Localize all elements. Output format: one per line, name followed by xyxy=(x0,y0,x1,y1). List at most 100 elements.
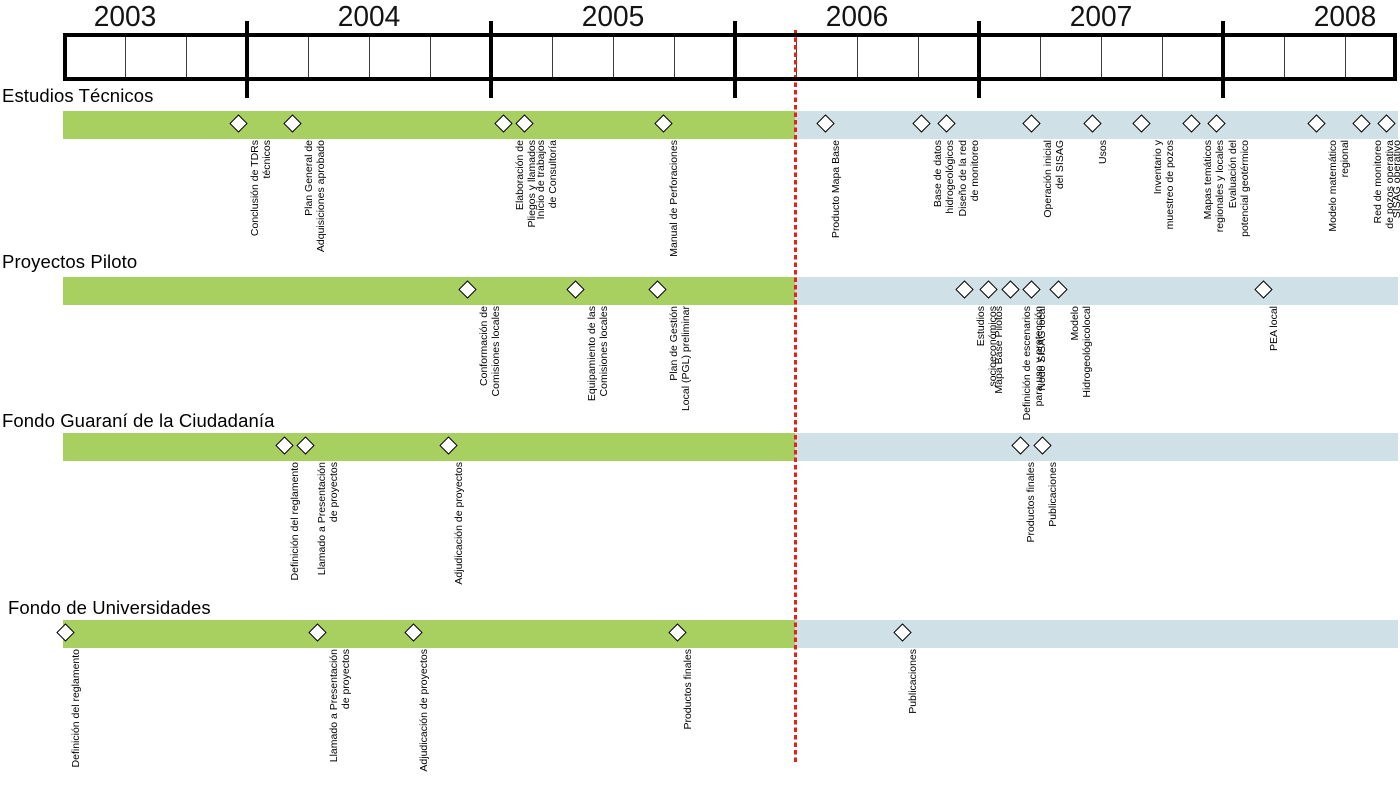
quarter-tick xyxy=(1162,37,1163,77)
quarter-tick xyxy=(1040,37,1041,77)
milestone-label-line: Base de datos xyxy=(931,140,944,208)
milestone-label-line: Nodo SISAG local xyxy=(1035,306,1048,391)
quarter-tick xyxy=(125,37,126,77)
current-date-marker-line xyxy=(794,30,797,765)
quarter-tick xyxy=(1101,37,1102,77)
row-title-fondo-guarani-ciudadania: Fondo Guaraní de la Ciudadanía xyxy=(2,410,275,431)
row-title-estudios-tecnicos: Estudios Técnicos xyxy=(2,85,154,106)
milestone-label: Inicio de trabajos de Consultoría xyxy=(534,140,559,310)
milestone-label-line: Operación inicial xyxy=(1041,140,1054,218)
milestone-label-line: Diseño de la red xyxy=(956,140,969,217)
year-separator xyxy=(489,21,493,98)
milestone-label-line: Hidrogeológicolocal xyxy=(1080,306,1092,398)
milestone-label-line: Adjudicación de proyectos xyxy=(417,649,430,772)
milestone-label: Modelo matemático regional xyxy=(1326,140,1351,310)
milestone-label-line: Mapa Base Pilotos xyxy=(992,306,1005,394)
milestone-label-line: Evaluación del xyxy=(1226,140,1239,209)
milestone-label: Adjudicación de proyectos xyxy=(417,649,431,785)
milestone-label: Conformación de Comisiones locales xyxy=(478,306,502,476)
milestone-label-line: Red de monitoreo xyxy=(1371,140,1384,224)
milestone-label-line: Plan General de xyxy=(302,140,315,216)
year-separator xyxy=(245,21,249,98)
milestone-label: Llamado a Presentación de proyectos xyxy=(316,462,340,632)
milestone-label-line: Inventario y xyxy=(1151,140,1164,195)
milestone-label-line: Llamado a Presentación xyxy=(327,649,340,763)
milestone-label: Operación inicial del SISAG xyxy=(1041,140,1066,310)
milestone-label-line: Inicio de trabajos xyxy=(534,140,547,220)
year-label-2008: 2008 xyxy=(1313,1,1377,33)
milestone-label-line: Definición de escenarios xyxy=(1020,306,1033,421)
milestone-label-line: Comisiones locales xyxy=(489,306,501,397)
milestone-label-line: PEA local xyxy=(1267,306,1280,351)
quarter-tick xyxy=(430,37,431,77)
milestone-label-line: Conclusión de TDRs xyxy=(248,140,261,237)
milestone-label-line: Productos finales xyxy=(1024,462,1037,543)
year-label-2007: 2007 xyxy=(1069,1,1133,33)
milestone-label: PEA local xyxy=(1267,306,1281,476)
milestone-label-line: SISAG operativo xyxy=(1390,140,1400,219)
milestone-label-line: del SISAG xyxy=(1053,140,1065,190)
milestone-label: Producto Mapa Base xyxy=(830,140,843,310)
milestone-label: Publicaciones xyxy=(1046,462,1060,632)
milestone-label-line: Manual de Perforaciones xyxy=(667,140,680,257)
milestone-label-line: Adjudicación de proyectos xyxy=(452,462,465,585)
milestone-label-line: regional xyxy=(1338,140,1350,178)
phase-bar-completed xyxy=(63,433,795,461)
year-label-2005: 2005 xyxy=(581,1,645,33)
year-separator xyxy=(733,21,737,98)
milestone-label: Adjudicación de proyectos xyxy=(452,462,466,632)
milestone-label: Base de datos hidrogeológicos xyxy=(931,140,956,310)
milestone-label-line: Elaboración de xyxy=(513,140,526,211)
milestone-label: Definición del reglamento xyxy=(288,462,302,632)
milestone-label: Mapa Base Pilotos xyxy=(992,306,1006,476)
quarter-tick xyxy=(1284,37,1285,77)
quarter-tick xyxy=(857,37,858,77)
milestone-label-line: Definición del reglamento xyxy=(69,649,82,768)
year-label-2004: 2004 xyxy=(337,1,401,33)
milestone-label: Publicaciones xyxy=(906,649,920,785)
milestone-label-line: Modelo matemático xyxy=(1326,140,1339,232)
milestone-label-line: de proyectos xyxy=(339,649,351,710)
quarter-tick xyxy=(552,37,553,77)
quarter-tick xyxy=(1345,37,1346,77)
milestone-label-line: muestreo de pozos xyxy=(1163,140,1175,230)
milestone-label-line: Productos finales xyxy=(681,649,694,730)
milestone-label-line: Estudios xyxy=(974,306,987,347)
milestone-label: Conclusión de TDRs técnicos xyxy=(248,140,273,310)
milestone-label-line: potencial geotérmico xyxy=(1238,140,1250,237)
milestone-label-line: de monitoreo xyxy=(968,140,980,202)
milestone-label-line: técnicos xyxy=(260,140,272,179)
phase-bar-completed xyxy=(63,277,795,305)
phase-bar-planned xyxy=(795,433,1398,461)
milestone-label-line: de Consultoría xyxy=(546,140,558,209)
milestone-label: Nodo SISAG local xyxy=(1035,306,1049,476)
milestone-label: Plan General de Adquisiciones aprobado xyxy=(302,140,327,310)
quarter-tick xyxy=(918,37,919,77)
milestone-label-line: Modelo xyxy=(1068,306,1081,341)
milestone-label: Plan de Gestión Local (PGL) preliminar xyxy=(667,306,692,476)
year-label-2006: 2006 xyxy=(825,1,889,33)
quarter-tick xyxy=(308,37,309,77)
milestone-label-line: Publicaciones xyxy=(906,649,919,714)
phase-bar-completed xyxy=(63,111,795,139)
milestone-label: Evaluación del potencial geotérmico xyxy=(1226,140,1251,310)
milestone-label-line: Equipamiento de las xyxy=(585,306,598,402)
milestone-label: Usos xyxy=(1096,140,1110,310)
milestone-label: Manual de Perforaciones xyxy=(667,140,681,310)
year-separator xyxy=(977,21,981,98)
milestone-label-line: Plan de Gestión xyxy=(667,306,680,381)
milestone-label-line: Usos xyxy=(1096,140,1109,164)
milestone-label-line: Adquisiciones aprobado xyxy=(314,140,326,253)
milestone-label: Llamado a Presentación de proyectos xyxy=(327,649,352,785)
year-label-2003: 2003 xyxy=(93,1,157,33)
milestone-label-line: Publicaciones xyxy=(1046,462,1059,527)
milestone-label: Definición del reglamento xyxy=(69,649,83,785)
milestone-label: Equipamiento de las Comisiones locales xyxy=(585,306,610,476)
milestone-label-line: de proyectos xyxy=(327,462,339,523)
phase-bar-planned xyxy=(795,277,1398,305)
quarter-tick xyxy=(369,37,370,77)
milestone-label-line: Definición del reglamento xyxy=(288,462,301,581)
milestone-label: Diseño de la red de monitoreo xyxy=(956,140,981,310)
milestone-label: Mapas temáticos regionales y locales xyxy=(1202,140,1226,310)
